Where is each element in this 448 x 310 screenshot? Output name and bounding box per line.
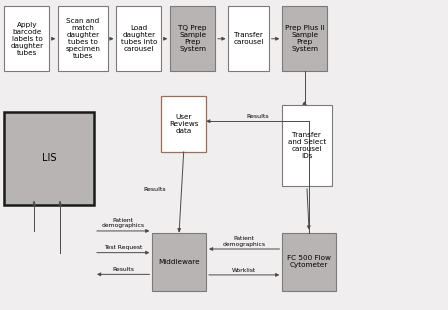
- Text: User
Reviews
data: User Reviews data: [169, 114, 198, 134]
- FancyBboxPatch shape: [228, 6, 269, 71]
- Text: Results: Results: [246, 114, 269, 119]
- FancyBboxPatch shape: [170, 6, 215, 71]
- Text: Transfer
and Select
carousel
IDs: Transfer and Select carousel IDs: [288, 132, 326, 159]
- Text: Middleware: Middleware: [159, 259, 200, 265]
- Text: Prep Plus II
Sample
Prep
System: Prep Plus II Sample Prep System: [285, 25, 324, 52]
- FancyBboxPatch shape: [4, 112, 94, 205]
- FancyBboxPatch shape: [282, 6, 327, 71]
- FancyBboxPatch shape: [161, 96, 206, 152]
- Text: Test Request: Test Request: [104, 246, 142, 250]
- Text: Apply
barcode
labels to
daughter
tubes: Apply barcode labels to daughter tubes: [10, 22, 43, 56]
- FancyBboxPatch shape: [58, 6, 108, 71]
- Text: Patient
demographics: Patient demographics: [223, 236, 266, 246]
- Text: Patient
demographics: Patient demographics: [102, 218, 145, 228]
- FancyBboxPatch shape: [282, 232, 336, 291]
- Text: FC 500 Flow
Cytometer: FC 500 Flow Cytometer: [287, 255, 331, 268]
- FancyBboxPatch shape: [282, 105, 332, 186]
- Text: TQ Prep
Sample
Prep
System: TQ Prep Sample Prep System: [178, 25, 207, 52]
- Text: Results: Results: [112, 267, 134, 272]
- Text: Transfer
carousel: Transfer carousel: [233, 32, 264, 45]
- Text: Scan and
match
daughter
tubes to
specimen
tubes: Scan and match daughter tubes to specime…: [65, 18, 100, 59]
- FancyBboxPatch shape: [152, 232, 206, 291]
- Text: LIS: LIS: [42, 153, 56, 163]
- Text: Results: Results: [143, 187, 166, 192]
- FancyBboxPatch shape: [116, 6, 161, 71]
- FancyBboxPatch shape: [4, 6, 49, 71]
- Text: Worklist: Worklist: [232, 268, 256, 273]
- Text: Load
daughter
tubes into
carousel: Load daughter tubes into carousel: [121, 25, 157, 52]
